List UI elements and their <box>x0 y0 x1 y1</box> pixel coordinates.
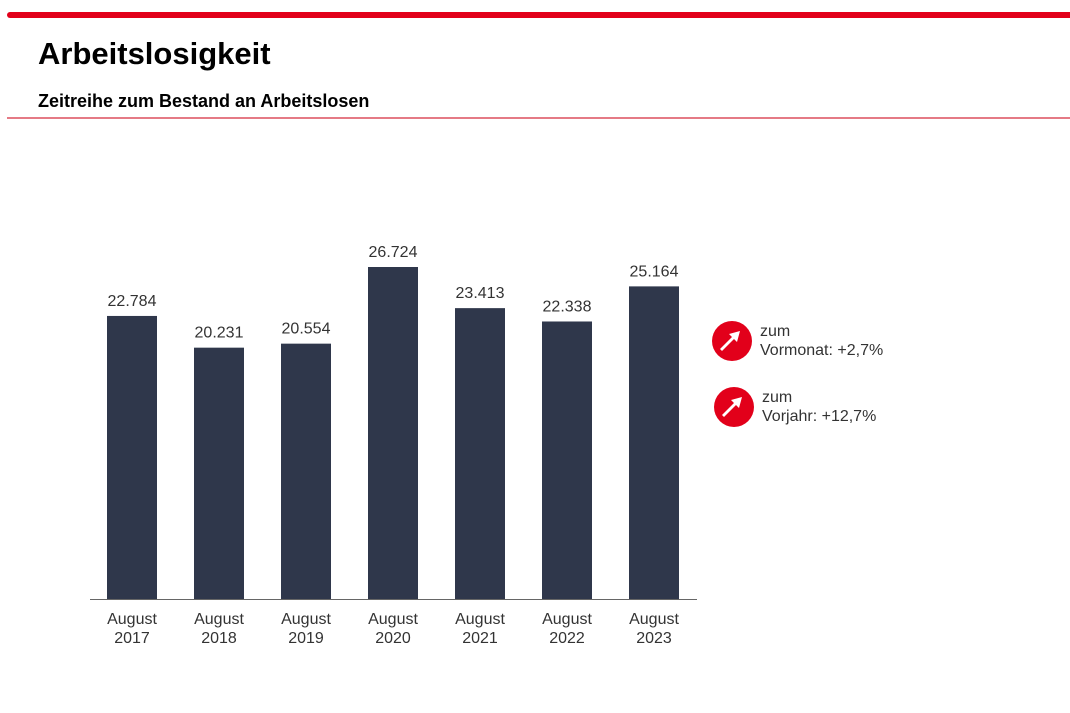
bar <box>455 308 505 599</box>
indicator-value: +12,7% <box>821 408 877 425</box>
indicator-vormonat: zum Vormonat: +2,7% <box>712 321 883 361</box>
x-tick-label: August <box>455 611 505 628</box>
indicator-label: Vorjahr: <box>762 408 818 425</box>
bar <box>281 343 331 599</box>
x-tick-label: 2017 <box>114 630 150 647</box>
data-label: 25.164 <box>630 263 679 280</box>
x-tick-label: August <box>107 611 157 628</box>
divider <box>7 117 1070 119</box>
x-tick-label: 2020 <box>375 630 411 647</box>
data-label: 23.413 <box>456 285 505 302</box>
top-accent-bar <box>7 12 1070 18</box>
page-subtitle: Zeitreihe zum Bestand an Arbeitslosen <box>38 91 370 111</box>
indicator-line1: zum <box>760 323 791 340</box>
x-tick-label: 2019 <box>288 630 324 647</box>
bar <box>194 347 244 599</box>
page-title: Arbeitslosigkeit <box>38 36 271 71</box>
data-label: 20.231 <box>195 325 244 342</box>
arrow-up-right-icon <box>714 387 754 427</box>
x-tick-label: August <box>281 611 331 628</box>
x-tick-label: 2023 <box>636 630 672 647</box>
bar <box>542 321 592 599</box>
x-tick-label: 2021 <box>462 630 498 647</box>
bar <box>107 315 157 599</box>
data-label: 26.724 <box>369 244 418 261</box>
bar <box>629 286 679 599</box>
x-tick-label: August <box>542 611 592 628</box>
x-tick-label: August <box>368 611 418 628</box>
x-tick-label: 2018 <box>201 630 237 647</box>
indicator-line1: zum <box>762 389 793 406</box>
indicator-label: Vormonat: <box>760 342 833 359</box>
data-label: 22.338 <box>543 298 592 315</box>
indicator-vorjahr: zum Vorjahr: +12,7% <box>714 387 876 427</box>
x-tick-label: August <box>629 611 679 628</box>
indicator-value: +2,7% <box>837 342 884 359</box>
data-label: 20.554 <box>282 321 331 338</box>
bar <box>368 267 418 599</box>
data-label: 22.784 <box>108 293 157 310</box>
arrow-up-right-icon <box>712 321 752 361</box>
x-tick-label: 2022 <box>549 630 585 647</box>
x-tick-label: August <box>194 611 244 628</box>
